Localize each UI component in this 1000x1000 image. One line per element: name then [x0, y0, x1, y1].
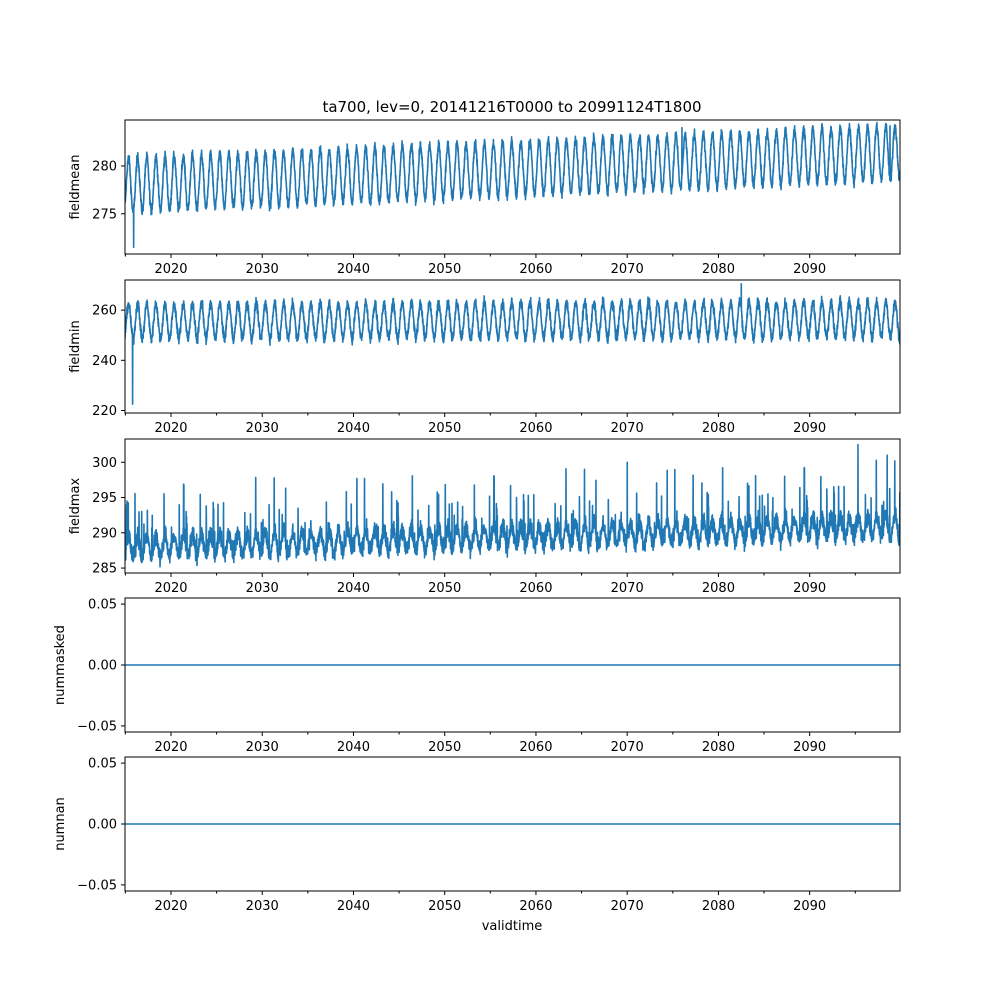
y-axis-label-fieldmin: fieldmin [68, 320, 83, 373]
x-tick-label: 2030 [246, 740, 279, 755]
y-tick-label: 290 [92, 526, 117, 541]
y-tick-label: −0.05 [77, 878, 117, 893]
y-tick-label: 295 [92, 491, 117, 506]
y-tick-label: 280 [92, 159, 117, 174]
series-line-fieldmin [125, 282, 900, 406]
y-tick-label: 0.00 [88, 818, 117, 833]
x-tick-label: 2080 [702, 899, 735, 914]
y-tick-label: 260 [92, 304, 117, 319]
x-tick-label: 2070 [611, 581, 644, 596]
y-tick-label: 220 [92, 404, 117, 419]
x-tick-label: 2050 [428, 262, 461, 277]
y-axis-label-nummasked: nummasked [53, 625, 68, 705]
x-tick-label: 2090 [793, 899, 826, 914]
x-tick-label: 2070 [611, 740, 644, 755]
y-tick-label: 300 [92, 456, 117, 471]
chart-title: ta700, lev=0, 20141216T0000 to 20991124T… [322, 98, 701, 116]
x-tick-label: 2050 [428, 581, 461, 596]
x-tick-label: 2080 [702, 740, 735, 755]
y-tick-label: 0.00 [88, 659, 117, 674]
x-axis-label: validtime [482, 919, 543, 934]
x-tick-label: 2040 [337, 899, 370, 914]
x-tick-label: 2030 [246, 262, 279, 277]
x-tick-label: 2070 [611, 421, 644, 436]
x-tick-label: 2020 [154, 262, 187, 277]
x-tick-label: 2080 [702, 421, 735, 436]
x-tick-label: 2080 [702, 581, 735, 596]
series-line-fieldmax [125, 443, 900, 568]
x-tick-label: 2020 [154, 581, 187, 596]
x-tick-label: 2020 [154, 740, 187, 755]
y-axis-label-fieldmean: fieldmean [68, 155, 83, 220]
subplots: 2020 2030 2040 2050 2060 2070 2080 2090 275 280 fi… [53, 119, 901, 914]
y-tick-label: 0.05 [88, 598, 117, 613]
x-tick-label: 2020 [154, 421, 187, 436]
axes-frame [124, 119, 901, 255]
y-axis-label-numnan: numnan [53, 797, 68, 851]
x-tick-label: 2040 [337, 421, 370, 436]
x-tick-label: 2030 [246, 581, 279, 596]
x-tick-label: 2050 [428, 899, 461, 914]
x-tick-label: 2060 [519, 740, 552, 755]
x-tick-label: 2050 [428, 740, 461, 755]
y-tick-label: 285 [92, 562, 117, 577]
x-tick-label: 2080 [702, 262, 735, 277]
x-tick-label: 2030 [246, 421, 279, 436]
panel-fieldmax: 2020 2030 2040 2050 2060 2070 2080 2090 285 290 29… [68, 438, 901, 596]
panel-fieldmean: 2020 2030 2040 2050 2060 2070 2080 2090 275 280 fi… [68, 119, 901, 277]
x-tick-label: 2060 [519, 581, 552, 596]
x-tick-label: 2040 [337, 581, 370, 596]
panel-numnan: 2020 2030 2040 2050 2060 2070 2080 2090 −0.05 0.0… [53, 756, 901, 914]
x-tick-label: 2040 [337, 740, 370, 755]
x-tick-label: 2060 [519, 899, 552, 914]
x-tick-label: 2070 [611, 262, 644, 277]
x-tick-label: 2060 [519, 262, 552, 277]
y-tick-label: 275 [92, 207, 117, 222]
x-tick-label: 2020 [154, 899, 187, 914]
y-tick-label: 0.05 [88, 757, 117, 772]
panel-fieldmin: 2020 2030 2040 2050 2060 2070 2080 2090 220 240 26… [68, 279, 901, 436]
y-tick-label: 240 [92, 354, 117, 369]
series-line-fieldmean [125, 121, 900, 249]
x-tick-label: 2090 [793, 262, 826, 277]
axes-frame [124, 279, 901, 414]
axes-frame [124, 438, 901, 574]
x-tick-label: 2030 [246, 899, 279, 914]
x-tick-label: 2060 [519, 421, 552, 436]
x-tick-label: 2090 [793, 581, 826, 596]
x-tick-label: 2040 [337, 262, 370, 277]
x-tick-label: 2090 [793, 740, 826, 755]
panel-nummasked: 2020 2030 2040 2050 2060 2070 2080 2090 −0.05 0.0… [53, 597, 901, 755]
x-tick-label: 2050 [428, 421, 461, 436]
x-tick-label: 2070 [611, 899, 644, 914]
x-tick-label: 2090 [793, 421, 826, 436]
y-axis-label-fieldmax: fieldmax [68, 478, 83, 535]
y-tick-label: −0.05 [77, 719, 117, 734]
